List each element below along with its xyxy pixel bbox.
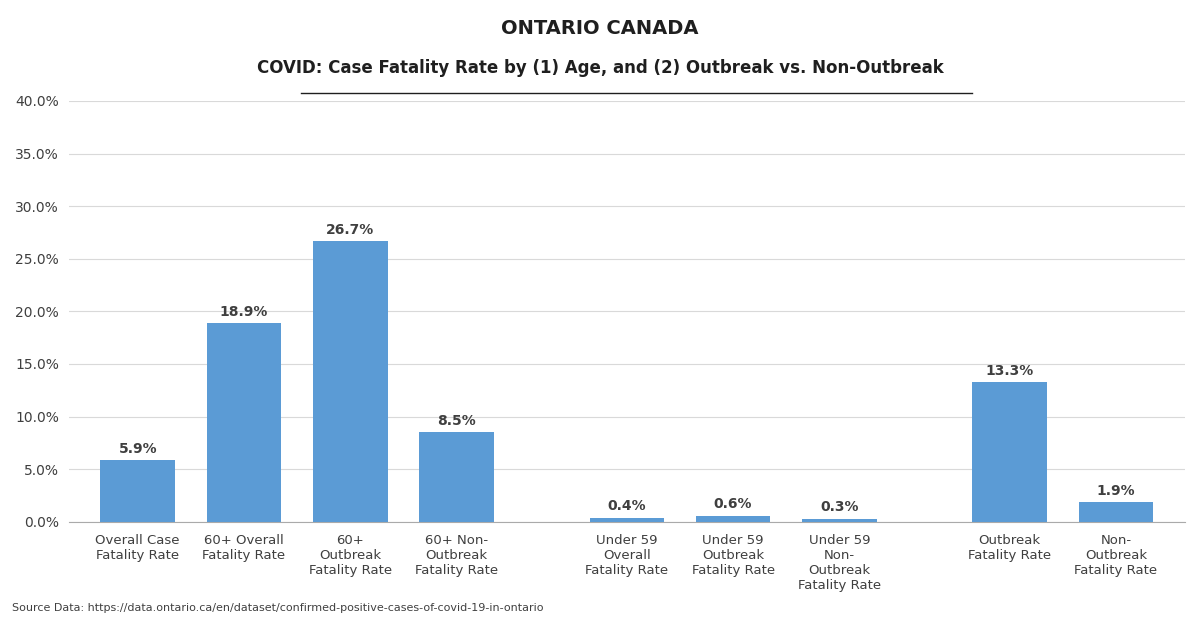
Text: Source Data: https://data.ontario.ca/en/dataset/confirmed-positive-cases-of-covi: Source Data: https://data.ontario.ca/en/…	[12, 603, 544, 613]
Text: 5.9%: 5.9%	[119, 441, 157, 456]
Text: COVID: Case Fatality Rate by (1) Age, and (2) Outbreak vs. Non-Outbreak: COVID: Case Fatality Rate by (1) Age, an…	[257, 59, 943, 77]
Text: 1.9%: 1.9%	[1097, 483, 1135, 498]
Text: 26.7%: 26.7%	[326, 223, 374, 236]
Text: ONTARIO CANADA: ONTARIO CANADA	[502, 19, 698, 38]
Bar	[803, 519, 877, 522]
Bar	[313, 241, 388, 522]
Text: 8.5%: 8.5%	[437, 414, 476, 428]
Bar	[1079, 502, 1153, 522]
Bar	[101, 460, 175, 522]
Text: 18.9%: 18.9%	[220, 305, 269, 319]
Bar	[696, 516, 770, 522]
Text: 13.3%: 13.3%	[985, 364, 1033, 378]
Text: 0.4%: 0.4%	[607, 500, 646, 513]
Bar	[420, 433, 494, 522]
Bar	[589, 517, 664, 522]
Text: 0.3%: 0.3%	[820, 500, 859, 514]
Bar	[972, 382, 1046, 522]
Text: 0.6%: 0.6%	[714, 497, 752, 511]
Bar	[206, 323, 281, 522]
